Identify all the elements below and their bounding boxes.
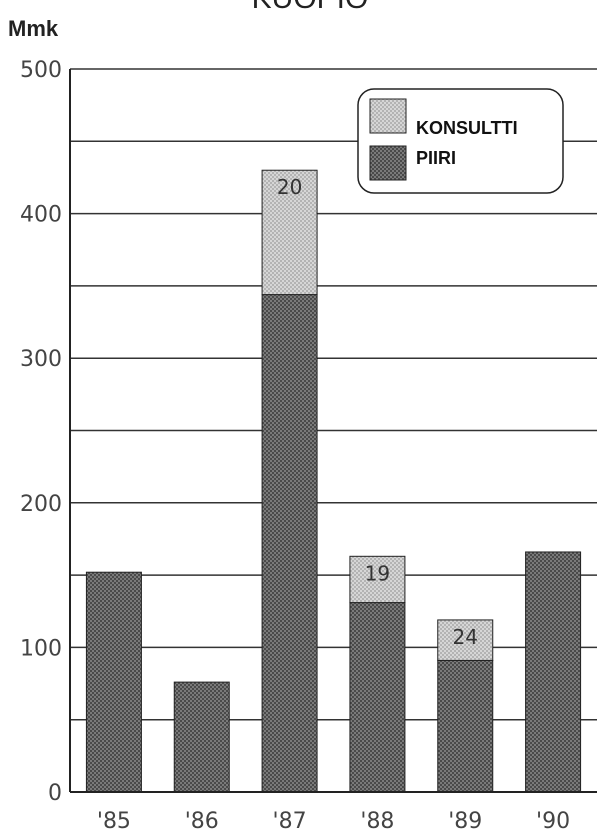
bar-piiri-5 xyxy=(437,659,494,793)
legend-label-piiri: PIIRI xyxy=(416,148,456,168)
legend-swatch-piiri xyxy=(369,145,407,181)
legend-swatch-konsultti xyxy=(369,98,407,134)
bar-piiri-4 xyxy=(349,602,406,793)
y-tick-label: 300 xyxy=(20,347,62,372)
x-tick-label: '86 xyxy=(185,809,219,834)
bar-konsultti-5 xyxy=(437,619,494,661)
y-tick-label: 200 xyxy=(20,492,62,517)
legend-box xyxy=(357,88,564,194)
chart-title: KUOPIO xyxy=(252,0,369,15)
data-label: 19 xyxy=(365,561,390,585)
x-tick-label: '87 xyxy=(273,809,307,834)
bar-piiri-2 xyxy=(173,681,230,793)
bar-piiri-3 xyxy=(261,294,318,793)
data-label: 20 xyxy=(277,175,302,199)
bars xyxy=(85,169,582,793)
legend-label-konsultti: KONSULTTI xyxy=(416,118,518,138)
x-axis-ticks: '85 '86 '87 '88 '89 '90 xyxy=(97,809,570,834)
bar-konsultti-3 xyxy=(261,169,318,296)
legend: KONSULTTI PIIRI xyxy=(357,88,564,194)
y-tick-label: 500 xyxy=(20,58,62,83)
data-labels: 20 19 24 xyxy=(277,175,478,649)
x-tick-label: '90 xyxy=(536,809,570,834)
bar-piiri-1 xyxy=(85,571,142,793)
x-tick-label: '89 xyxy=(448,809,482,834)
x-tick-label: '85 xyxy=(97,809,131,834)
y-tick-label: 400 xyxy=(20,203,62,228)
y-axis-unit-label: Mmk xyxy=(8,16,59,41)
x-tick-label: '88 xyxy=(360,809,394,834)
bar-piiri-6 xyxy=(525,551,582,793)
y-tick-label: 0 xyxy=(48,781,62,806)
bar-konsultti-4 xyxy=(349,555,406,604)
data-label: 24 xyxy=(453,625,478,649)
y-tick-label: 100 xyxy=(20,636,62,661)
y-axis-ticks: 0 100 200 300 400 500 xyxy=(20,58,62,806)
